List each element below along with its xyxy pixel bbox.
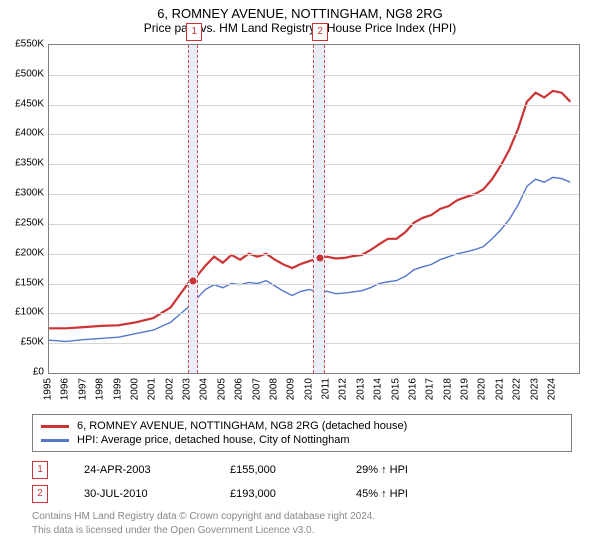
series-line bbox=[49, 177, 570, 341]
x-tick-label: 2001 bbox=[147, 378, 158, 400]
sale-dot bbox=[190, 277, 197, 284]
x-tick-label: 2016 bbox=[407, 378, 418, 400]
sale-marker-label: 2 bbox=[312, 23, 328, 41]
sale-date: 24-APR-2003 bbox=[84, 464, 194, 476]
chart-title: 6, ROMNEY AVENUE, NOTTINGHAM, NG8 2RG bbox=[0, 0, 600, 21]
x-tick-label: 2022 bbox=[512, 378, 523, 400]
x-tick-label: 2005 bbox=[216, 378, 227, 400]
legend-row: 6, ROMNEY AVENUE, NOTTINGHAM, NG8 2RG (d… bbox=[41, 419, 563, 433]
chart-container: 6, ROMNEY AVENUE, NOTTINGHAM, NG8 2RG Pr… bbox=[0, 0, 600, 560]
x-tick-label: 2000 bbox=[129, 378, 140, 400]
sales-table: 1 24-APR-2003 £155,000 29% ↑ HPI 2 30-JUL-201… bbox=[32, 458, 572, 506]
sale-price: £193,000 bbox=[230, 488, 320, 500]
footer-line-1: Contains HM Land Registry data © Crown c… bbox=[32, 510, 572, 524]
sale-band bbox=[313, 45, 325, 373]
footer-line-2: This data is licensed under the Open Gov… bbox=[32, 524, 572, 538]
legend-row: HPI: Average price, detached house, City… bbox=[41, 433, 563, 447]
x-tick-label: 1997 bbox=[77, 378, 88, 400]
x-tick-label: 2023 bbox=[529, 378, 540, 400]
x-tick-label: 2003 bbox=[182, 378, 193, 400]
x-tick-label: 1996 bbox=[60, 378, 71, 400]
x-tick-label: 2020 bbox=[477, 378, 488, 400]
sale-delta: 45% ↑ HPI bbox=[356, 488, 408, 500]
sale-row: 1 24-APR-2003 £155,000 29% ↑ HPI bbox=[32, 458, 572, 482]
sale-date: 30-JUL-2010 bbox=[84, 488, 194, 500]
y-tick-label: £250K bbox=[15, 217, 44, 228]
sale-delta: 29% ↑ HPI bbox=[356, 464, 408, 476]
footer-licence: Contains HM Land Registry data © Crown c… bbox=[32, 510, 572, 537]
y-tick-label: £450K bbox=[15, 98, 44, 109]
y-axis-labels: £0£50K£100K£150K£200K£250K£300K£350K£400… bbox=[0, 44, 46, 374]
y-tick-label: £350K bbox=[15, 158, 44, 169]
x-tick-label: 2021 bbox=[494, 378, 505, 400]
x-tick-label: 2012 bbox=[338, 378, 349, 400]
x-tick-label: 2007 bbox=[251, 378, 262, 400]
x-tick-label: 2006 bbox=[234, 378, 245, 400]
sale-index: 2 bbox=[32, 485, 48, 503]
y-tick-label: £100K bbox=[15, 307, 44, 318]
sale-index: 1 bbox=[32, 461, 48, 479]
y-tick-label: £400K bbox=[15, 128, 44, 139]
y-tick-label: £300K bbox=[15, 188, 44, 199]
sale-dot bbox=[317, 254, 324, 261]
legend-label: HPI: Average price, detached house, City… bbox=[77, 434, 350, 446]
chart-subtitle: Price paid vs. HM Land Registry's House … bbox=[0, 21, 600, 39]
x-tick-label: 2018 bbox=[442, 378, 453, 400]
x-tick-label: 2010 bbox=[303, 378, 314, 400]
x-tick-label: 2004 bbox=[199, 378, 210, 400]
sale-row: 2 30-JUL-2010 £193,000 45% ↑ HPI bbox=[32, 482, 572, 506]
legend-swatch bbox=[41, 425, 69, 428]
legend-label: 6, ROMNEY AVENUE, NOTTINGHAM, NG8 2RG (d… bbox=[77, 420, 407, 432]
x-tick-label: 2002 bbox=[164, 378, 175, 400]
plot-area: 12 bbox=[48, 44, 580, 374]
x-tick-label: 1995 bbox=[43, 378, 54, 400]
series-line bbox=[49, 91, 570, 328]
legend: 6, ROMNEY AVENUE, NOTTINGHAM, NG8 2RG (d… bbox=[32, 414, 572, 452]
sale-band bbox=[188, 45, 198, 373]
y-tick-label: £150K bbox=[15, 277, 44, 288]
sale-price: £155,000 bbox=[230, 464, 320, 476]
y-tick-label: £550K bbox=[15, 39, 44, 50]
legend-swatch bbox=[41, 439, 69, 442]
x-tick-label: 1999 bbox=[112, 378, 123, 400]
y-tick-label: £500K bbox=[15, 68, 44, 79]
x-axis-labels: 1995199619971998199920002001200220032004… bbox=[48, 374, 580, 414]
x-tick-label: 2011 bbox=[321, 378, 332, 400]
x-tick-label: 2013 bbox=[355, 378, 366, 400]
y-tick-label: £50K bbox=[21, 337, 44, 348]
x-tick-label: 2015 bbox=[390, 378, 401, 400]
x-tick-label: 2008 bbox=[268, 378, 279, 400]
x-tick-label: 1998 bbox=[95, 378, 106, 400]
y-tick-label: £200K bbox=[15, 247, 44, 258]
x-tick-label: 2017 bbox=[425, 378, 436, 400]
y-tick-label: £0 bbox=[33, 367, 44, 378]
sale-marker-label: 1 bbox=[186, 23, 202, 41]
x-tick-label: 2009 bbox=[286, 378, 297, 400]
x-tick-label: 2014 bbox=[373, 378, 384, 400]
x-tick-label: 2019 bbox=[460, 378, 471, 400]
x-tick-label: 2024 bbox=[546, 378, 557, 400]
